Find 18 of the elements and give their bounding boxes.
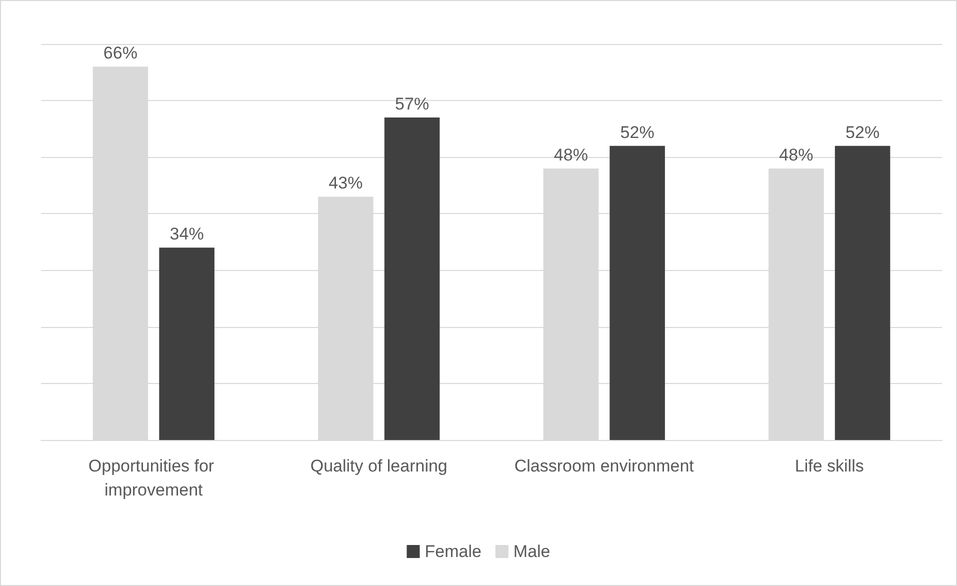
data-label: 52% bbox=[620, 122, 654, 142]
data-label: 34% bbox=[170, 224, 204, 244]
data-label: 52% bbox=[846, 122, 880, 142]
data-label: 57% bbox=[395, 94, 430, 114]
x-tick-label: Life skills bbox=[794, 456, 864, 476]
data-label: 66% bbox=[103, 44, 138, 63]
bar bbox=[610, 146, 665, 440]
bar bbox=[159, 248, 214, 440]
x-tick-label: Quality of learning bbox=[310, 456, 448, 476]
x-tick-label: Classroom environment bbox=[514, 456, 694, 476]
legend-label: Male bbox=[513, 542, 550, 561]
bar bbox=[384, 118, 440, 440]
bar bbox=[834, 146, 890, 440]
data-label: 48% bbox=[779, 145, 814, 164]
legend-label: Female bbox=[424, 542, 482, 561]
data-label: 48% bbox=[554, 145, 588, 164]
x-tick-label: Opportunities for improvement bbox=[88, 456, 219, 500]
data-label: 43% bbox=[328, 174, 363, 193]
